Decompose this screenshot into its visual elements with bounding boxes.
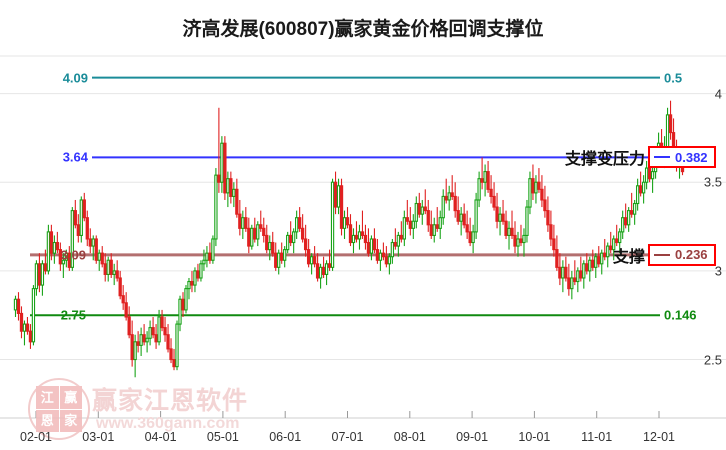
watermark-brand: 赢家江恩软件	[92, 387, 249, 415]
level-price-label-0.146: 2.75	[60, 307, 86, 323]
y-axis-label: 3	[714, 263, 722, 279]
level-ratio-value: 0.236	[675, 247, 708, 263]
x-axis-label: 04-01	[144, 430, 177, 444]
seal-char-1: 江	[36, 386, 59, 409]
watermark-url: www.360gann.com	[96, 415, 240, 432]
candlestick-series	[13, 100, 685, 378]
level-ratio-box-0.236[interactable]: 0.236	[648, 243, 716, 266]
level-ratio-value: 0.382	[675, 149, 708, 165]
chart-plot-area	[0, 55, 726, 420]
x-axis-label: 06-01	[269, 430, 302, 444]
level-annotation-0.382: 支撑变压力	[564, 151, 645, 169]
level-color-swatch	[654, 156, 670, 159]
page-title: 济高发展(600807)赢家黄金价格回调支撑位	[182, 19, 544, 40]
brand-seal-icon: 江 赢 恩 家	[28, 378, 90, 440]
y-axis-label: 3.5	[703, 174, 722, 190]
x-axis-label: 12-01	[643, 430, 675, 444]
level-ratio-label-0.146: 0.146	[664, 307, 697, 323]
candlestick-canvas	[0, 55, 726, 419]
level-price-label-0.382: 3.64	[62, 149, 88, 165]
level-price-label-0.5: 4.09	[62, 70, 88, 86]
seal-char-4: 家	[59, 409, 82, 432]
y-axis-label: 2.5	[703, 352, 722, 368]
x-axis-label: 07-01	[331, 430, 364, 444]
x-axis-label: 09-01	[456, 430, 489, 444]
fibonacci-level-lines	[30, 76, 660, 317]
x-axis-label: 05-01	[206, 430, 239, 444]
level-ratio-label-0.5: 0.5	[664, 70, 683, 86]
seal-char-2: 赢	[59, 386, 82, 409]
x-axis-label: 11-01	[581, 430, 613, 444]
level-color-swatch	[654, 253, 670, 256]
x-axis-label: 02-01	[20, 430, 52, 444]
gridlines	[0, 55, 726, 419]
x-axis-label: 10-01	[518, 430, 551, 444]
y-axis-label: 4	[714, 86, 722, 102]
x-axis-label: 08-01	[393, 430, 426, 444]
x-axis-label: 03-01	[82, 430, 115, 444]
level-price-label-0.236: 3.09	[60, 247, 86, 263]
level-ratio-box-0.382[interactable]: 0.382	[648, 146, 716, 169]
level-annotation-0.236: 支撑	[612, 248, 645, 266]
seal-char-3: 恩	[36, 409, 59, 432]
